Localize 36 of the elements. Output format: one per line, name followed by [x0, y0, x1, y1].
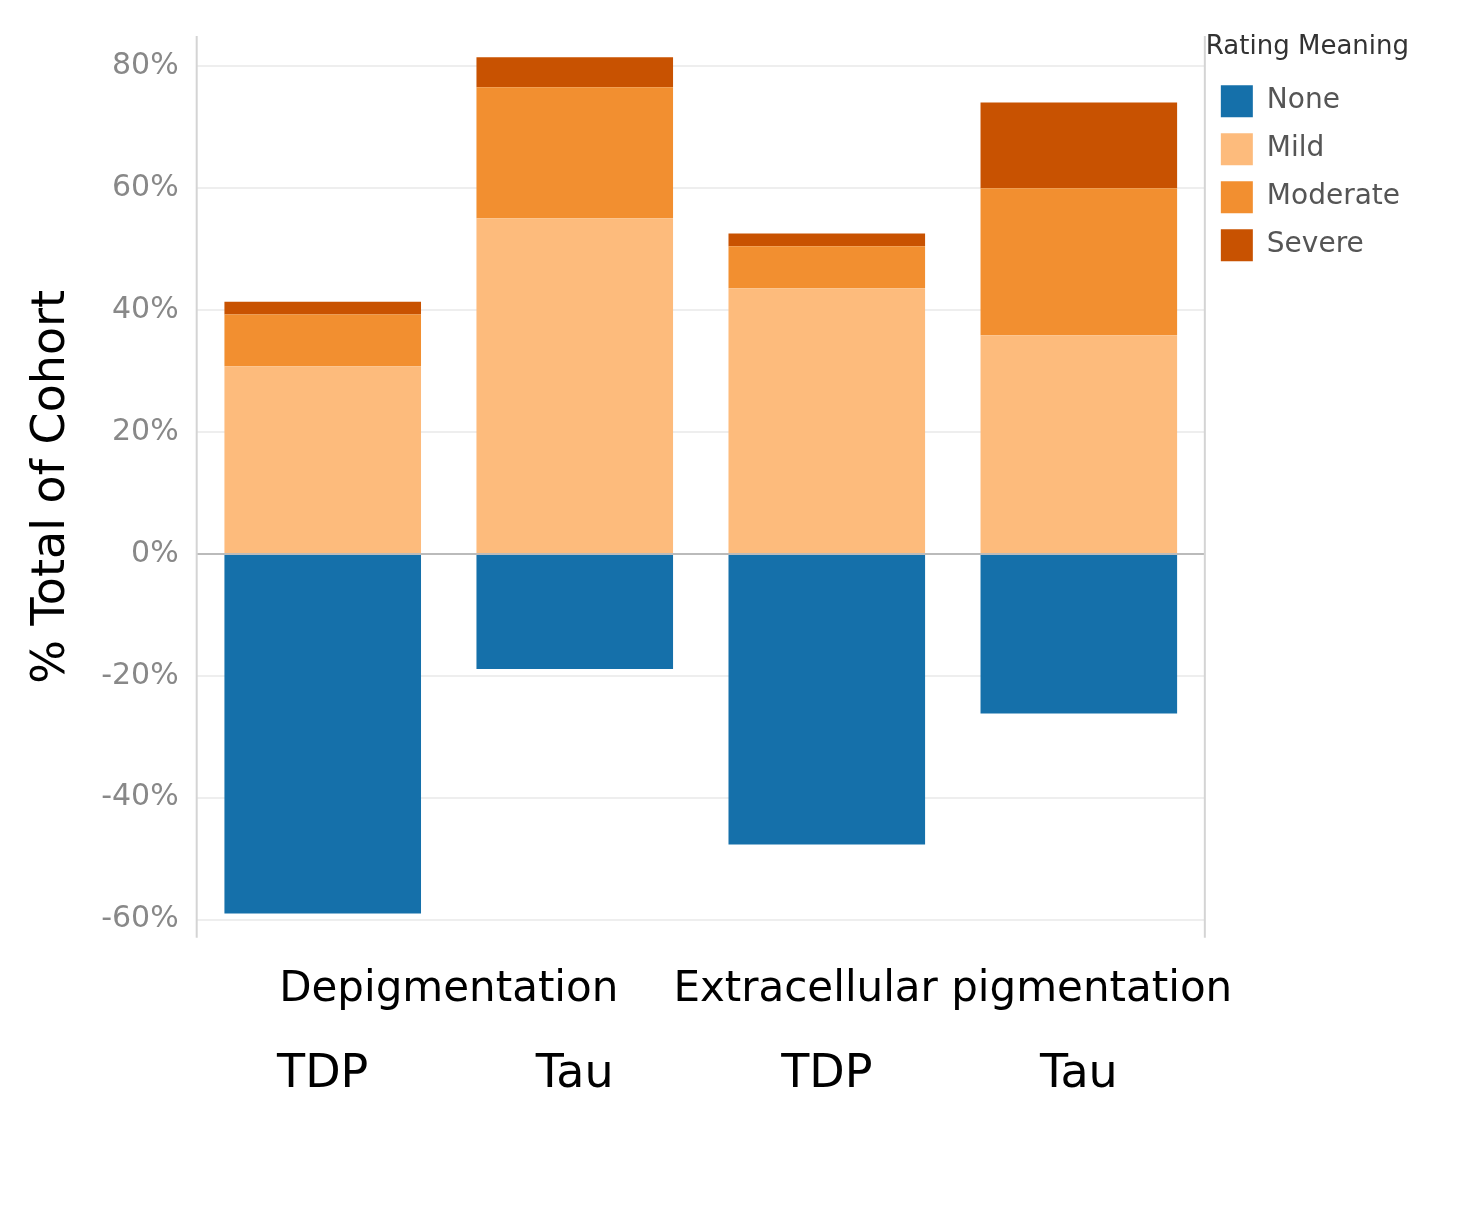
x-tick-label: Tau — [534, 1044, 614, 1099]
x-tick-label: TDP — [780, 1044, 873, 1099]
legend-label: None — [1266, 82, 1340, 116]
bar — [980, 335, 1178, 553]
y-tick-label: 40% — [112, 289, 179, 325]
y-tick-label: 60% — [112, 168, 179, 204]
y-tick-label: -40% — [101, 777, 179, 813]
bar — [224, 554, 422, 914]
bar — [476, 57, 674, 88]
y-tick-label: 20% — [112, 411, 179, 447]
bar — [476, 218, 674, 553]
x-tick-label: Tau — [1038, 1044, 1118, 1099]
bar — [728, 246, 926, 289]
bar — [728, 288, 926, 553]
bar — [224, 301, 422, 315]
legend-label: Moderate — [1266, 178, 1401, 212]
bar — [728, 233, 926, 247]
y-tick-label: -60% — [101, 899, 179, 935]
bar — [224, 366, 422, 553]
bar — [728, 554, 926, 845]
legend-label: Severe — [1266, 226, 1364, 260]
x-tick-label: TDP — [276, 1044, 369, 1099]
y-tick-label: 80% — [112, 46, 179, 82]
bar — [980, 188, 1178, 336]
bar — [980, 102, 1178, 189]
bar — [476, 554, 674, 670]
legend-label: Mild — [1266, 130, 1325, 164]
bar — [224, 314, 422, 367]
text: Depigmentation — [279, 961, 619, 1011]
bar — [476, 87, 674, 219]
y-tick-label: 0% — [131, 533, 179, 569]
bar — [980, 554, 1178, 714]
legend-title: Rating Meaning — [1205, 29, 1409, 60]
y-tick-label: -20% — [101, 655, 179, 691]
text: Extracellular pigmentation — [673, 961, 1233, 1011]
y-axis-title: % Total of Cohort — [20, 289, 75, 684]
